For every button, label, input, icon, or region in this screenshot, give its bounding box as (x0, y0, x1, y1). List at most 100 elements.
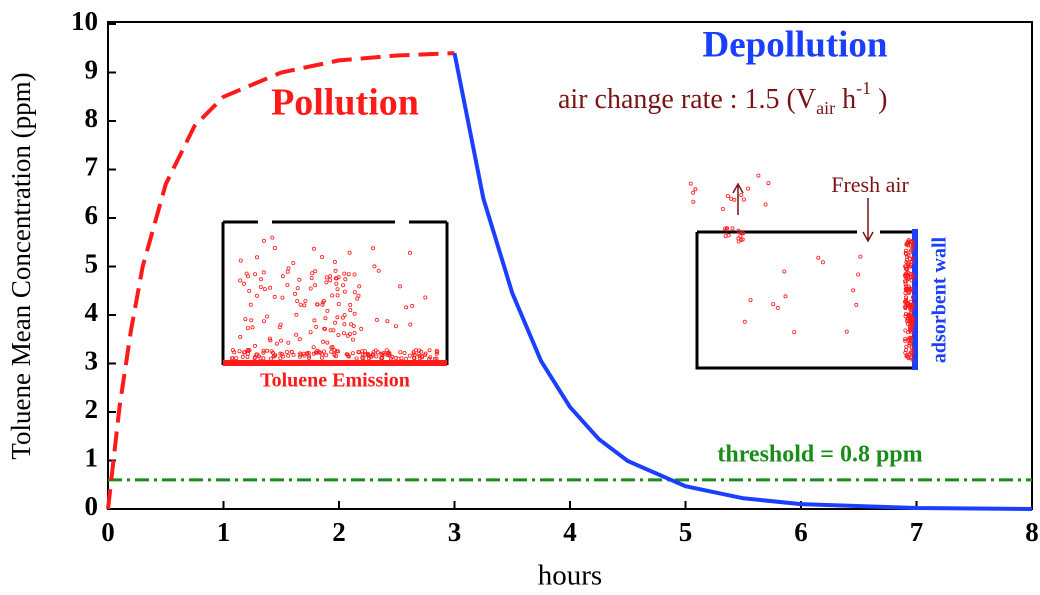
particle (297, 337, 302, 342)
particle (268, 285, 273, 290)
particle (348, 322, 353, 327)
particle (247, 288, 252, 293)
particle (427, 348, 432, 353)
particle (771, 302, 776, 307)
particle (320, 302, 325, 307)
particle (903, 328, 908, 333)
particle (362, 349, 367, 354)
particle (238, 278, 243, 283)
particle (254, 255, 259, 260)
particle (413, 348, 418, 353)
particle (261, 356, 266, 361)
particle (345, 333, 350, 338)
series-line (106, 51, 455, 510)
particle (903, 338, 908, 343)
particle (247, 348, 252, 353)
rate-annotation: air change rate : 1.5 (Vair h-1 ) (558, 78, 887, 118)
particle (379, 351, 384, 356)
threshold-label: threshold = 0.8 ppm (717, 441, 922, 467)
particle (782, 269, 787, 274)
particle (910, 239, 915, 244)
particle (270, 235, 275, 240)
particle (858, 254, 863, 259)
particle (295, 286, 300, 291)
particle (904, 284, 909, 289)
particle (741, 197, 746, 202)
particle (903, 279, 908, 284)
particle (328, 278, 333, 283)
particle (417, 354, 422, 359)
particle (279, 338, 284, 343)
particle (342, 271, 347, 276)
particle (726, 233, 731, 238)
particle (419, 349, 424, 354)
particle (329, 345, 334, 350)
particle (324, 353, 329, 358)
particle (906, 284, 911, 289)
particle (273, 353, 278, 358)
particle (412, 352, 417, 357)
particle (298, 302, 303, 307)
particle (908, 307, 913, 312)
particle (329, 349, 334, 354)
particle (905, 267, 910, 272)
particle (910, 245, 915, 250)
particle (284, 349, 289, 354)
particle (903, 336, 908, 341)
particle (404, 305, 409, 310)
particle (315, 302, 320, 307)
particle (280, 295, 285, 300)
particle (325, 308, 330, 313)
y-tick-label: 6 (85, 200, 99, 230)
particle (909, 345, 914, 350)
rate-text: h (835, 84, 856, 115)
particle (380, 355, 385, 360)
particle (289, 350, 294, 355)
particle (736, 236, 741, 241)
depollution-inset: adsorbent wall Fresh air (688, 172, 951, 370)
particle (904, 354, 909, 359)
particle (691, 190, 696, 195)
particle (351, 323, 356, 328)
y-tick-label: 0 (85, 491, 99, 521)
particle (278, 351, 283, 356)
particle (402, 350, 407, 355)
particle (742, 319, 747, 324)
particle (906, 261, 911, 266)
particle (302, 303, 307, 308)
particle (250, 325, 255, 330)
particle (261, 238, 266, 243)
x-tick-label: 5 (679, 517, 693, 547)
particle (746, 186, 751, 191)
particle (246, 348, 251, 353)
particle (905, 302, 910, 307)
particle (903, 264, 908, 269)
particle (328, 274, 333, 279)
particle (396, 356, 401, 361)
particle (240, 354, 245, 359)
particle (254, 352, 259, 357)
particle (357, 284, 362, 289)
particle (844, 329, 849, 334)
particle (341, 331, 346, 336)
particle (238, 334, 243, 339)
particle (352, 272, 357, 277)
particle (286, 353, 291, 358)
particle (340, 315, 345, 320)
particle (277, 325, 282, 330)
particle (763, 202, 768, 207)
particle (302, 353, 307, 358)
rate-text: air change rate : 1.5 (V (558, 84, 816, 115)
x-tick-label: 1 (217, 517, 231, 547)
particle (264, 314, 269, 319)
particle (286, 340, 291, 345)
particle (245, 326, 250, 331)
particle (278, 356, 283, 361)
particle (909, 286, 914, 291)
particle (306, 355, 311, 360)
particle (423, 295, 428, 300)
particle (354, 356, 359, 361)
particle (320, 352, 325, 357)
particle (910, 256, 915, 261)
particle (311, 246, 316, 251)
